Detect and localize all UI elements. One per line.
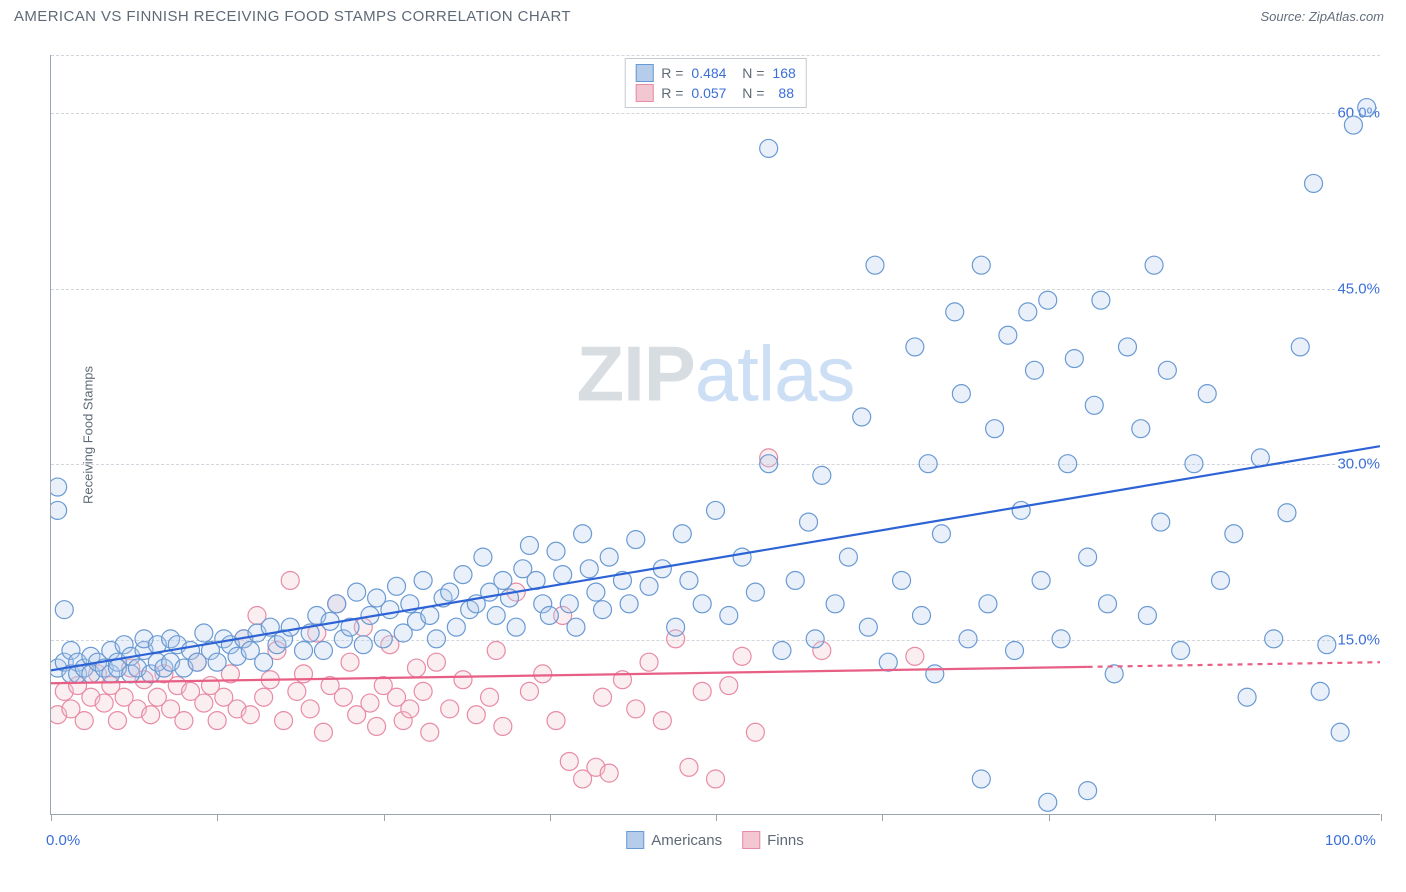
x-tick xyxy=(1049,814,1050,821)
x-tick xyxy=(882,814,883,821)
x-tick xyxy=(716,814,717,821)
x-tick xyxy=(550,814,551,821)
legend-label-finns: Finns xyxy=(767,832,804,849)
x-tick xyxy=(1215,814,1216,821)
legend-label-americans: Americans xyxy=(651,832,722,849)
x-tick xyxy=(217,814,218,821)
swatch-finns-icon xyxy=(635,84,653,102)
swatch-americans-icon xyxy=(635,64,653,82)
x-tick xyxy=(384,814,385,821)
series-legend: Americans Finns xyxy=(626,831,804,849)
swatch-finns-icon xyxy=(742,831,760,849)
source-label: Source: ZipAtlas.com xyxy=(1260,9,1384,24)
x-tick xyxy=(51,814,52,821)
x-tick-label: 0.0% xyxy=(46,832,80,849)
scatter-svg xyxy=(51,55,1380,814)
x-tick xyxy=(1381,814,1382,821)
chart-title: AMERICAN VS FINNISH RECEIVING FOOD STAMP… xyxy=(14,8,571,25)
chart-area: Receiving Food Stamps ZIPatlas R = 0.484… xyxy=(50,55,1380,815)
x-tick-label: 100.0% xyxy=(1325,832,1376,849)
plot-region: Receiving Food Stamps ZIPatlas R = 0.484… xyxy=(50,55,1380,815)
correlation-legend: R = 0.484 N = 168 R = 0.057 N = 88 xyxy=(624,58,807,108)
swatch-americans-icon xyxy=(626,831,644,849)
